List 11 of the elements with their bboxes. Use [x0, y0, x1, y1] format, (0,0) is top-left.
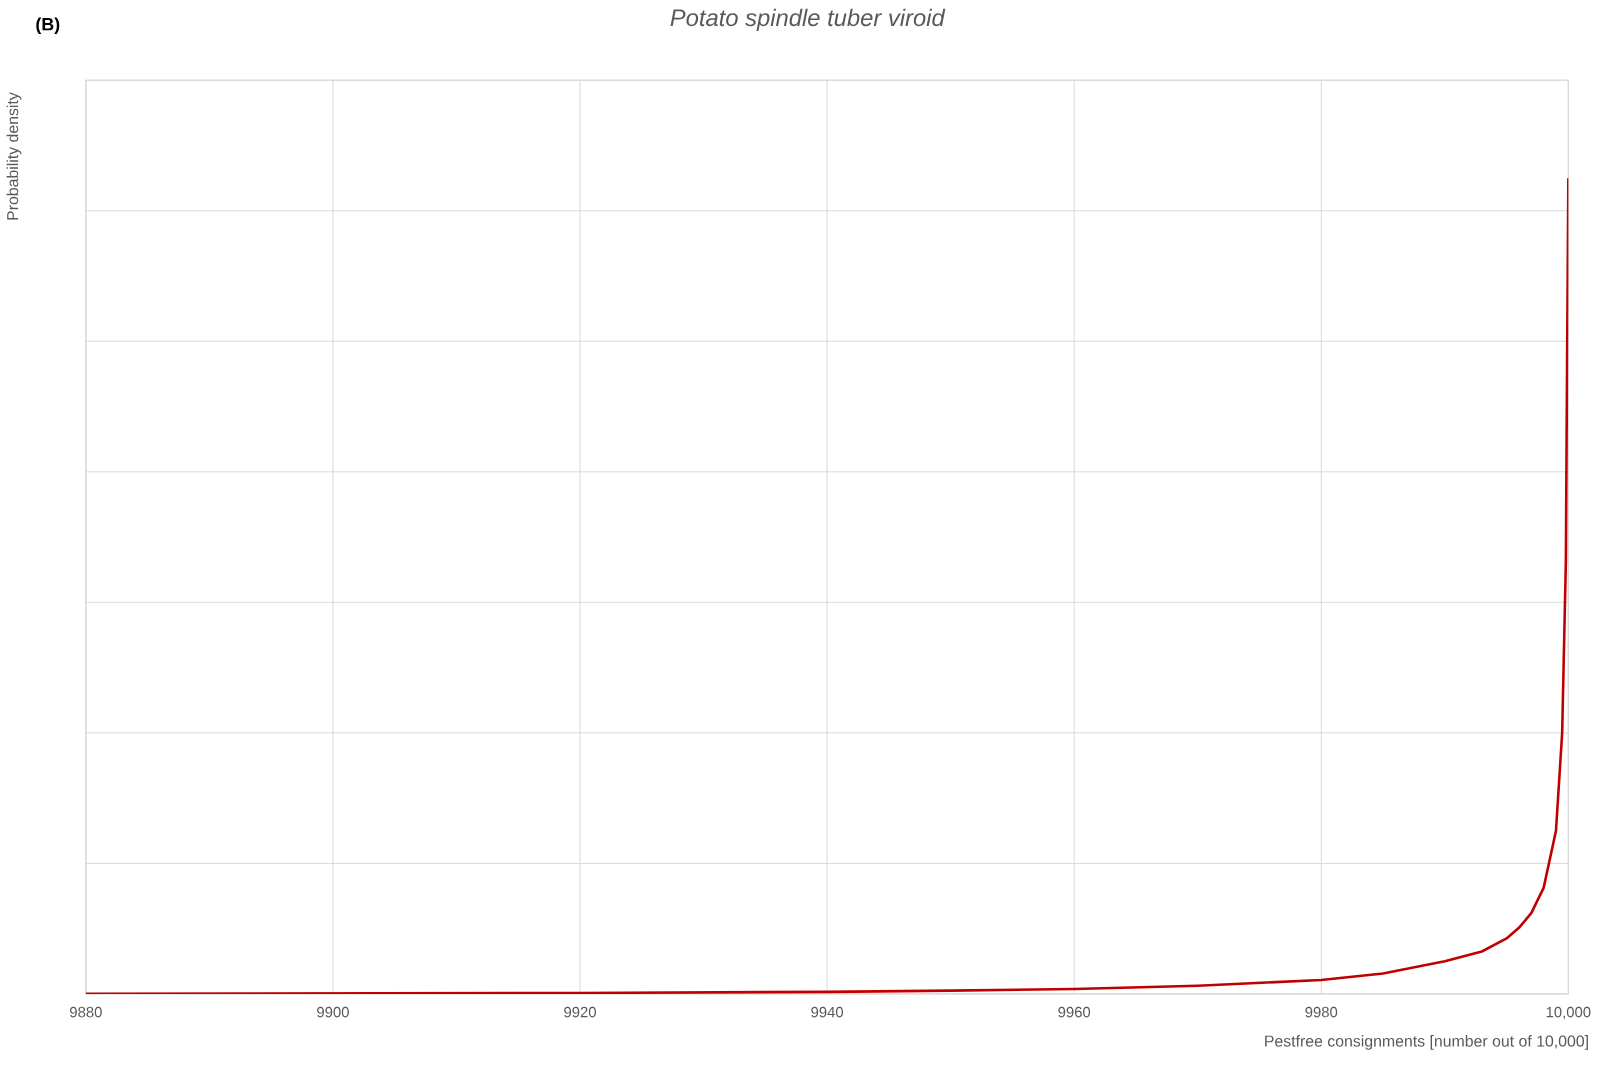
text: (B) — [36, 17, 60, 34]
x-tick-label: 9880 — [70, 1006, 102, 1018]
x-tick-label: 9920 — [564, 1006, 596, 1018]
x-axis-title: Pestfree consignments [number out of 10,000] — [1265, 1035, 1588, 1050]
x-tick-label: 10,000 — [1546, 1006, 1591, 1020]
chart-title: Potato spindle tuber viroid — [670, 8, 946, 31]
y-axis-title: Probability density — [6, 92, 22, 220]
x-tick-label: 9960 — [1058, 1006, 1091, 1018]
x-tick-label: 9940 — [811, 1006, 844, 1018]
x-tick-label: 9980 — [1305, 1006, 1338, 1018]
x-tick-label: 9900 — [317, 1006, 349, 1018]
